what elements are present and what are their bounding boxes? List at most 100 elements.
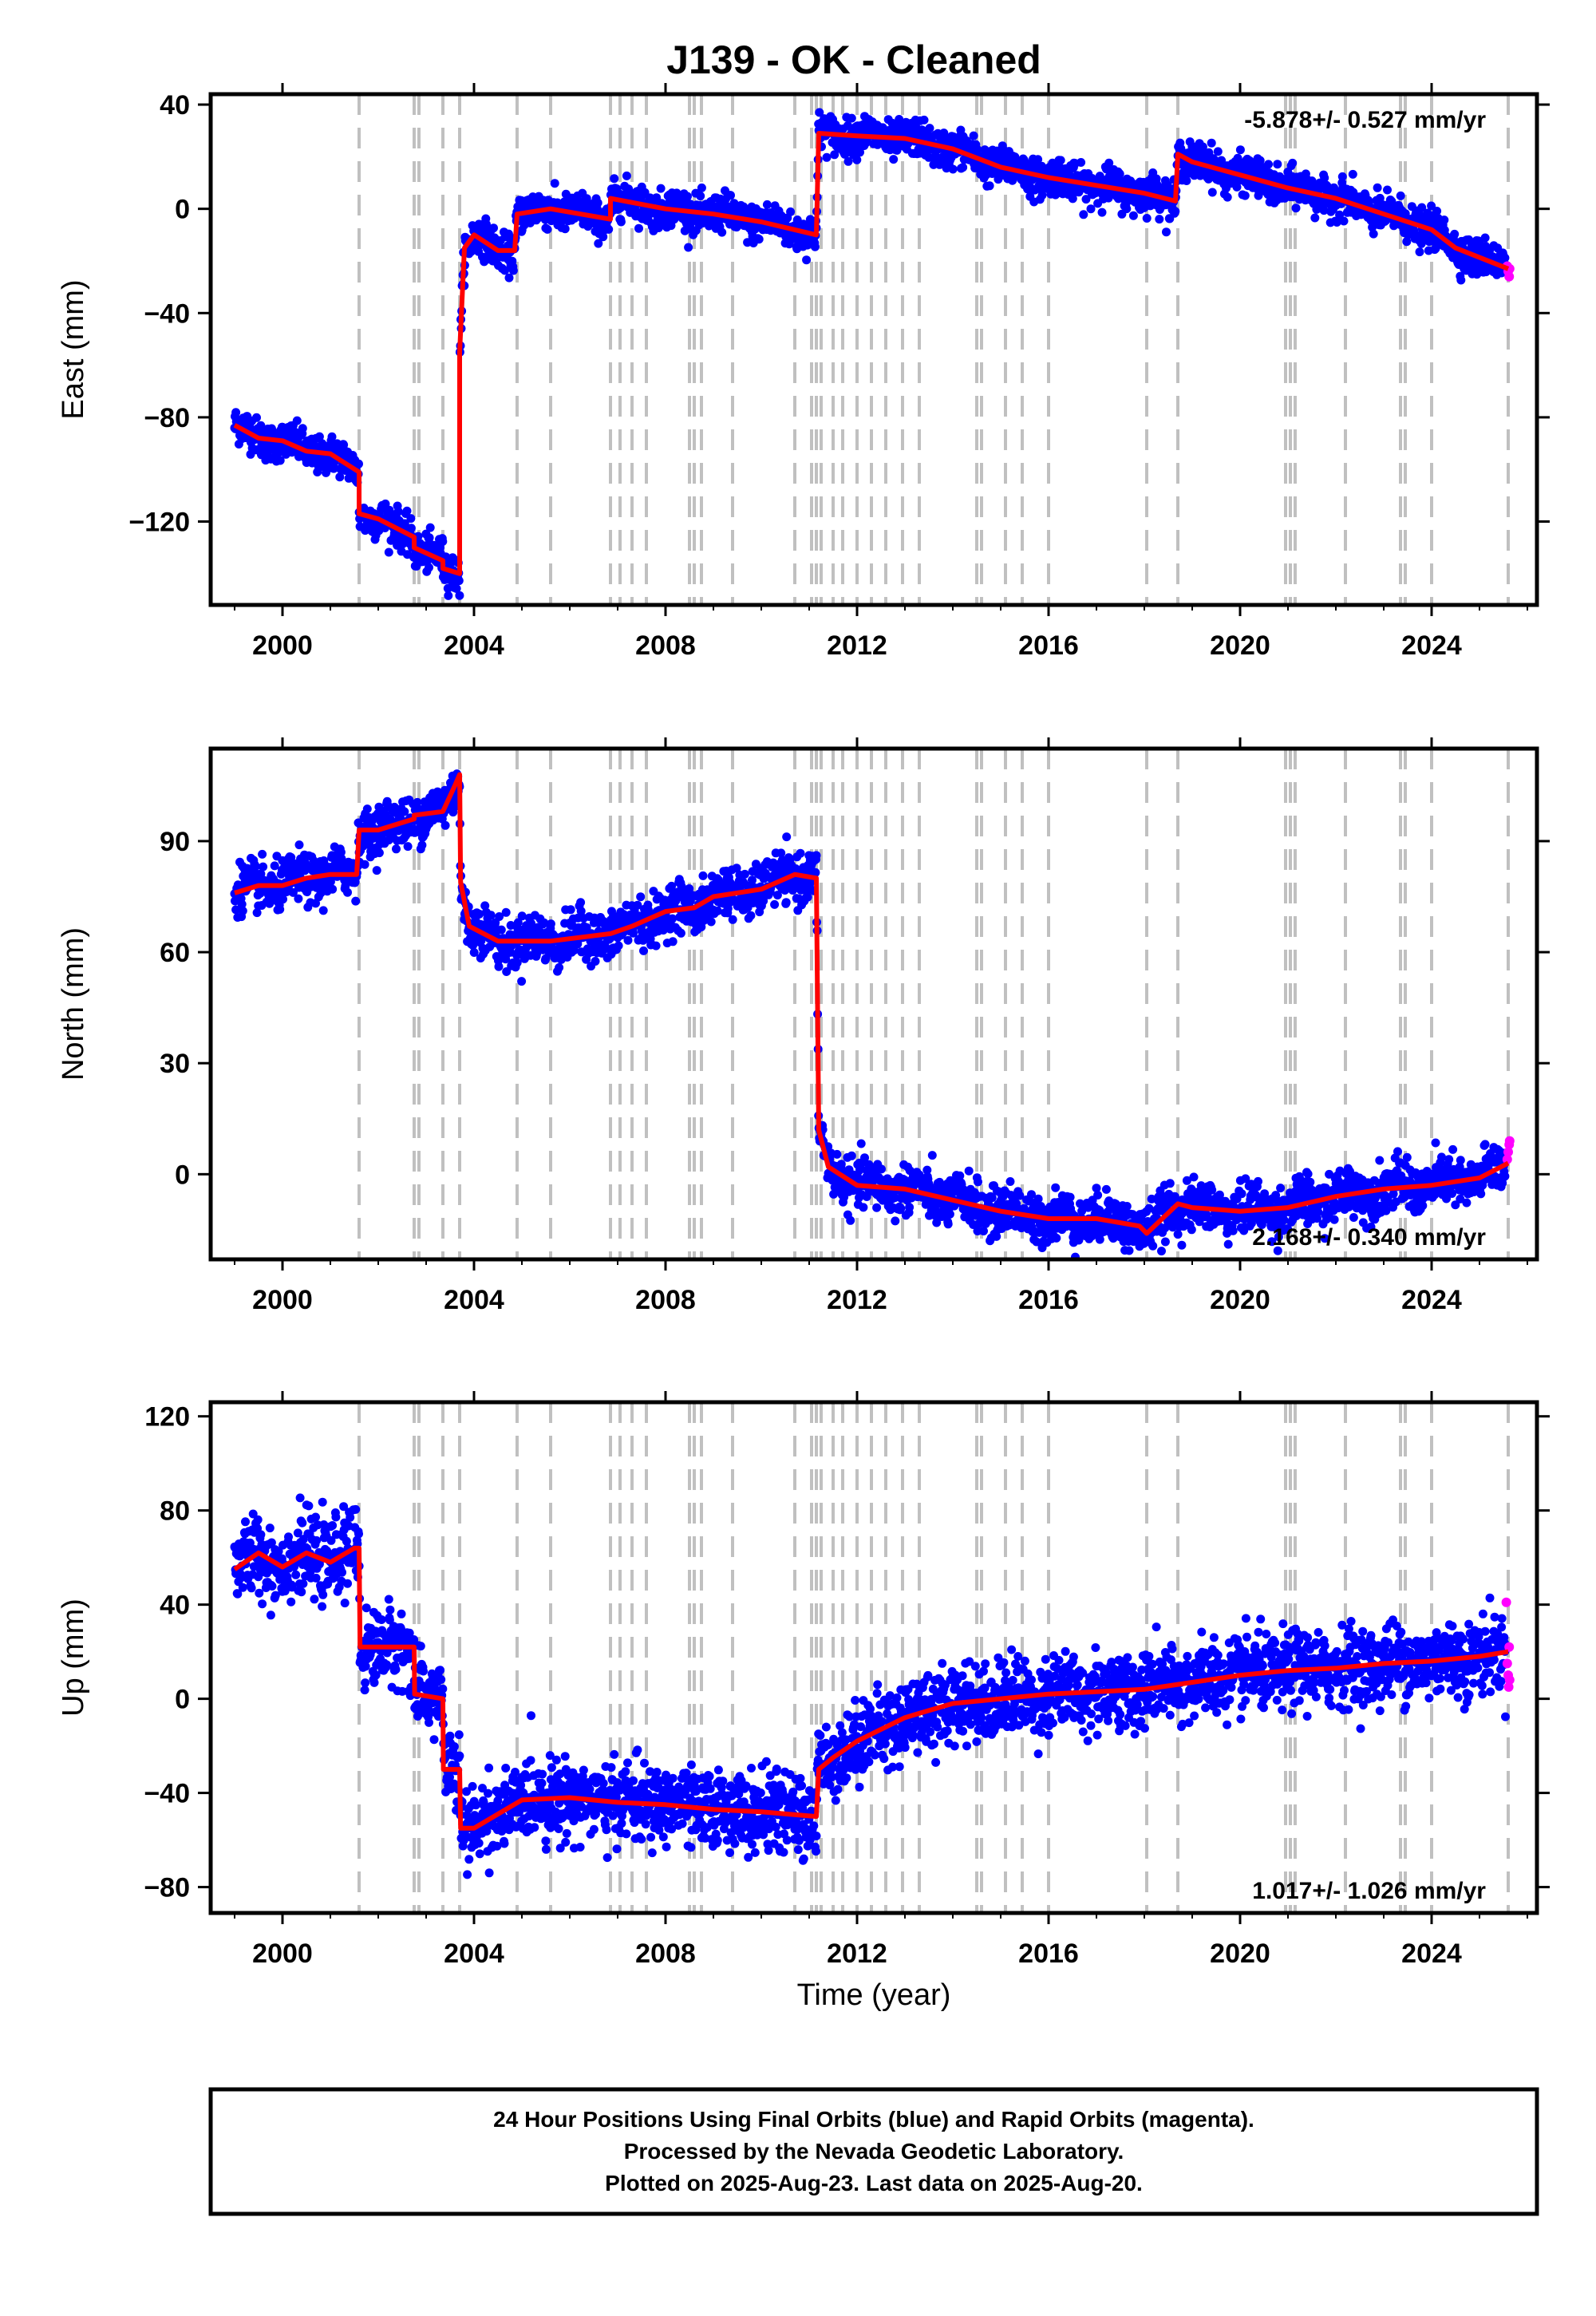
data-point (815, 108, 824, 117)
data-point (1480, 233, 1490, 243)
data-point (706, 917, 716, 927)
event-lines (358, 94, 1510, 605)
data-point (1396, 191, 1405, 200)
data-point (786, 207, 796, 216)
data-point (495, 912, 504, 921)
data-point (652, 193, 662, 203)
x-tick-label: 2008 (635, 630, 696, 661)
data-point (1329, 183, 1338, 192)
data-point (489, 223, 498, 233)
data-point (393, 507, 403, 516)
data-point (259, 862, 268, 871)
data-point (555, 962, 564, 972)
data-point (822, 152, 832, 162)
data-point (403, 842, 413, 852)
data-point (314, 432, 324, 441)
data-point (697, 183, 706, 192)
y-tick-label: 0 (175, 195, 190, 225)
data-point (782, 832, 792, 842)
data-point (748, 875, 757, 885)
data-point (550, 179, 559, 188)
data-point (759, 896, 768, 906)
data-point (343, 887, 352, 897)
data-point (1077, 158, 1086, 167)
rapid-orbit-points (1502, 261, 1515, 282)
rate-annotation: -5.878+/- 0.527 mm/yr (1244, 107, 1486, 133)
data-point (987, 1193, 997, 1203)
data-point (772, 891, 782, 900)
data-point (336, 848, 346, 857)
y-tick-label: −40 (144, 298, 190, 329)
data-point (685, 884, 694, 893)
rapid-point (1504, 271, 1515, 282)
data-point (1255, 156, 1265, 165)
data-point (252, 908, 262, 918)
data-point (1033, 155, 1043, 164)
data-point (992, 1231, 1001, 1241)
data-point (1079, 210, 1088, 219)
data-point (746, 911, 756, 920)
data-point (425, 523, 435, 532)
data-point (843, 156, 853, 166)
data-point (494, 962, 504, 971)
data-point (925, 124, 934, 133)
data-point (832, 1149, 842, 1159)
data-point (1417, 203, 1427, 212)
data-point (698, 871, 708, 880)
data-point (803, 892, 812, 902)
data-point (560, 224, 570, 234)
data-point (508, 266, 518, 275)
data-point (636, 892, 646, 902)
data-point (252, 413, 261, 422)
data-point (1027, 1190, 1036, 1199)
data-point (1198, 142, 1207, 152)
data-point (406, 524, 416, 533)
x-tick-label: 2024 (1401, 630, 1462, 661)
data-point (275, 905, 285, 914)
data-point (964, 1166, 974, 1176)
panel-east: 2000 2004 2008 2012 2016 2020 2024400−40−80−12… (57, 83, 1550, 661)
data-point (796, 848, 805, 858)
data-point (360, 860, 369, 869)
data-point (1037, 191, 1047, 200)
data-point (539, 918, 549, 927)
data-point (810, 242, 820, 251)
data-point (762, 200, 772, 209)
data-point (604, 224, 614, 234)
data-point (512, 958, 522, 967)
chart-title: J139 - OK - Cleaned (666, 38, 1041, 82)
data-point (726, 191, 735, 200)
data-point (1427, 201, 1436, 211)
data-point (1432, 207, 1442, 215)
data-point (739, 878, 749, 887)
data-point (1500, 253, 1510, 263)
data-point (1456, 275, 1466, 285)
data-point (454, 576, 464, 586)
data-point (496, 925, 506, 935)
data-point (847, 113, 856, 123)
data-point (889, 155, 899, 164)
data-point (969, 131, 978, 140)
data-point (1223, 192, 1232, 202)
data-point (668, 914, 678, 923)
data-point (582, 194, 591, 204)
data-point (231, 905, 241, 915)
data-point (256, 421, 266, 430)
data-point (614, 941, 623, 951)
data-point (717, 227, 727, 237)
data-point (372, 866, 381, 875)
data-point (546, 919, 555, 929)
data-point (713, 906, 722, 915)
data-point (402, 506, 412, 516)
data-point (1450, 229, 1460, 239)
data-point (633, 900, 642, 910)
data-point (275, 456, 285, 465)
data-point (955, 1171, 965, 1180)
data-point (634, 223, 643, 233)
data-point (1162, 227, 1171, 237)
data-point (847, 1151, 856, 1160)
data-point (413, 797, 422, 807)
data-point (1155, 215, 1164, 224)
data-point (610, 174, 619, 184)
data-point (656, 184, 666, 193)
